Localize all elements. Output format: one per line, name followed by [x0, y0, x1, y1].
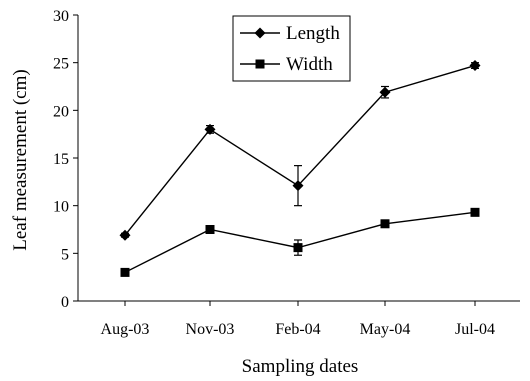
- x-tick-label: May-04: [360, 321, 411, 338]
- legend-label-width: Width: [286, 54, 333, 75]
- y-tick-label: 25: [53, 56, 69, 73]
- series-width: [120, 207, 480, 277]
- y-ticks: 0 5 10 15 20 25 30: [53, 8, 78, 311]
- width-point: [470, 207, 480, 217]
- y-tick-label: 0: [61, 294, 69, 311]
- x-tick-label: Jul-04: [455, 321, 495, 338]
- y-tick-label: 10: [53, 199, 69, 216]
- width-line: [124, 211, 476, 274]
- legend-item-length: Length: [240, 23, 340, 44]
- legend-label-length: Length: [286, 23, 340, 44]
- x-ticks: Aug-03 Nov-03 Feb-04 May-04 Jul-04: [101, 301, 495, 338]
- series-length: [119, 60, 481, 241]
- length-point: [204, 123, 216, 135]
- legend-marker-width: [255, 59, 265, 69]
- legend-item-width: Width: [240, 54, 333, 75]
- legend-box: [232, 15, 351, 82]
- width-point: [120, 267, 130, 277]
- y-tick-label: 30: [53, 8, 69, 25]
- legend-marker-length: [254, 27, 266, 39]
- x-tick-label: Aug-03: [101, 321, 150, 338]
- x-axis-title: Sampling dates: [242, 356, 359, 377]
- length-point: [379, 86, 391, 98]
- y-tick-label: 20: [53, 103, 69, 120]
- x-tick-label: Feb-04: [275, 321, 320, 338]
- legend: Length Width: [232, 15, 351, 82]
- length-line: [124, 64, 476, 236]
- length-point: [292, 180, 304, 192]
- series-layer: [119, 60, 481, 277]
- x-tick-label: Nov-03: [186, 321, 235, 338]
- width-point: [205, 225, 215, 234]
- y-axis-title: Leaf measurement (cm): [10, 69, 31, 250]
- length-point: [119, 229, 131, 241]
- length-point: [469, 60, 481, 72]
- y-tick-label: 15: [53, 151, 69, 168]
- width-point: [293, 243, 303, 253]
- width-point: [380, 219, 390, 229]
- y-tick-label: 5: [61, 246, 69, 263]
